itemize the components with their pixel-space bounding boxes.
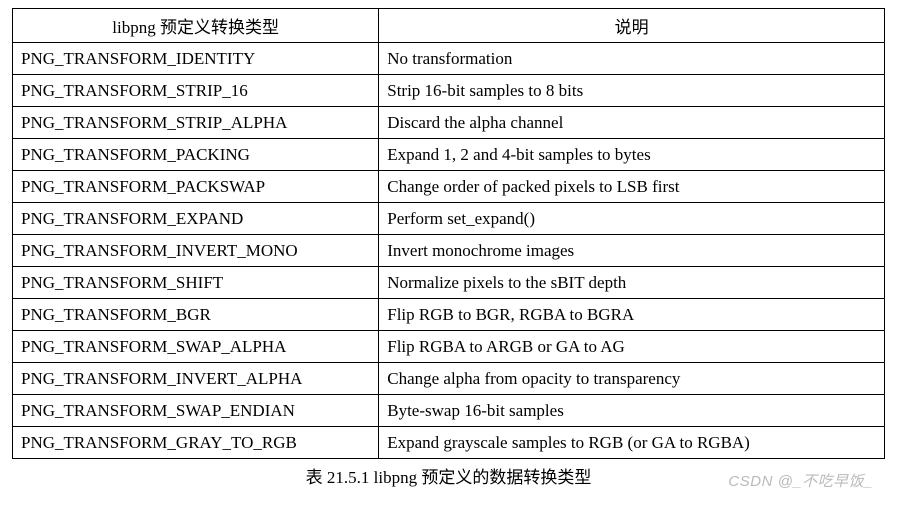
cell-transform-name: PNG_TRANSFORM_GRAY_TO_RGB (13, 427, 379, 459)
table-row: PNG_TRANSFORM_SWAP_ALPHAFlip RGBA to ARG… (13, 331, 885, 363)
table-row: PNG_TRANSFORM_PACKINGExpand 1, 2 and 4-b… (13, 139, 885, 171)
table-body: PNG_TRANSFORM_IDENTITYNo transformationP… (13, 43, 885, 459)
cell-transform-name: PNG_TRANSFORM_STRIP_ALPHA (13, 107, 379, 139)
table-row: PNG_TRANSFORM_STRIP_16Strip 16-bit sampl… (13, 75, 885, 107)
cell-transform-name: PNG_TRANSFORM_STRIP_16 (13, 75, 379, 107)
cell-transform-desc: Normalize pixels to the sBIT depth (379, 267, 885, 299)
table-row: PNG_TRANSFORM_SHIFTNormalize pixels to t… (13, 267, 885, 299)
table-row: PNG_TRANSFORM_BGRFlip RGB to BGR, RGBA t… (13, 299, 885, 331)
cell-transform-desc: Flip RGB to BGR, RGBA to BGRA (379, 299, 885, 331)
cell-transform-desc: No transformation (379, 43, 885, 75)
cell-transform-desc: Perform set_expand() (379, 203, 885, 235)
table-row: PNG_TRANSFORM_IDENTITYNo transformation (13, 43, 885, 75)
table-row: PNG_TRANSFORM_INVERT_MONOInvert monochro… (13, 235, 885, 267)
header-col1: libpng 预定义转换类型 (13, 9, 379, 43)
cell-transform-desc: Strip 16-bit samples to 8 bits (379, 75, 885, 107)
cell-transform-desc: Change order of packed pixels to LSB fir… (379, 171, 885, 203)
cell-transform-name: PNG_TRANSFORM_SWAP_ENDIAN (13, 395, 379, 427)
cell-transform-desc: Change alpha from opacity to transparenc… (379, 363, 885, 395)
cell-transform-name: PNG_TRANSFORM_EXPAND (13, 203, 379, 235)
cell-transform-name: PNG_TRANSFORM_INVERT_MONO (13, 235, 379, 267)
cell-transform-desc: Expand grayscale samples to RGB (or GA t… (379, 427, 885, 459)
cell-transform-desc: Flip RGBA to ARGB or GA to AG (379, 331, 885, 363)
watermark-text: CSDN @_不吃早饭_ (728, 470, 873, 491)
cell-transform-name: PNG_TRANSFORM_SWAP_ALPHA (13, 331, 379, 363)
table-row: PNG_TRANSFORM_STRIP_ALPHADiscard the alp… (13, 107, 885, 139)
table-row: PNG_TRANSFORM_EXPANDPerform set_expand() (13, 203, 885, 235)
table-row: PNG_TRANSFORM_INVERT_ALPHAChange alpha f… (13, 363, 885, 395)
transforms-table: libpng 预定义转换类型 说明 PNG_TRANSFORM_IDENTITY… (12, 8, 885, 459)
cell-transform-desc: Expand 1, 2 and 4-bit samples to bytes (379, 139, 885, 171)
table-row: PNG_TRANSFORM_GRAY_TO_RGBExpand grayscal… (13, 427, 885, 459)
cell-transform-desc: Byte-swap 16-bit samples (379, 395, 885, 427)
cell-transform-name: PNG_TRANSFORM_BGR (13, 299, 379, 331)
table-row: PNG_TRANSFORM_PACKSWAPChange order of pa… (13, 171, 885, 203)
table-row: PNG_TRANSFORM_SWAP_ENDIANByte-swap 16-bi… (13, 395, 885, 427)
table-header-row: libpng 预定义转换类型 说明 (13, 9, 885, 43)
cell-transform-name: PNG_TRANSFORM_PACKSWAP (13, 171, 379, 203)
cell-transform-desc: Invert monochrome images (379, 235, 885, 267)
cell-transform-name: PNG_TRANSFORM_SHIFT (13, 267, 379, 299)
cell-transform-name: PNG_TRANSFORM_PACKING (13, 139, 379, 171)
cell-transform-name: PNG_TRANSFORM_INVERT_ALPHA (13, 363, 379, 395)
cell-transform-name: PNG_TRANSFORM_IDENTITY (13, 43, 379, 75)
cell-transform-desc: Discard the alpha channel (379, 107, 885, 139)
header-col2: 说明 (379, 9, 885, 43)
